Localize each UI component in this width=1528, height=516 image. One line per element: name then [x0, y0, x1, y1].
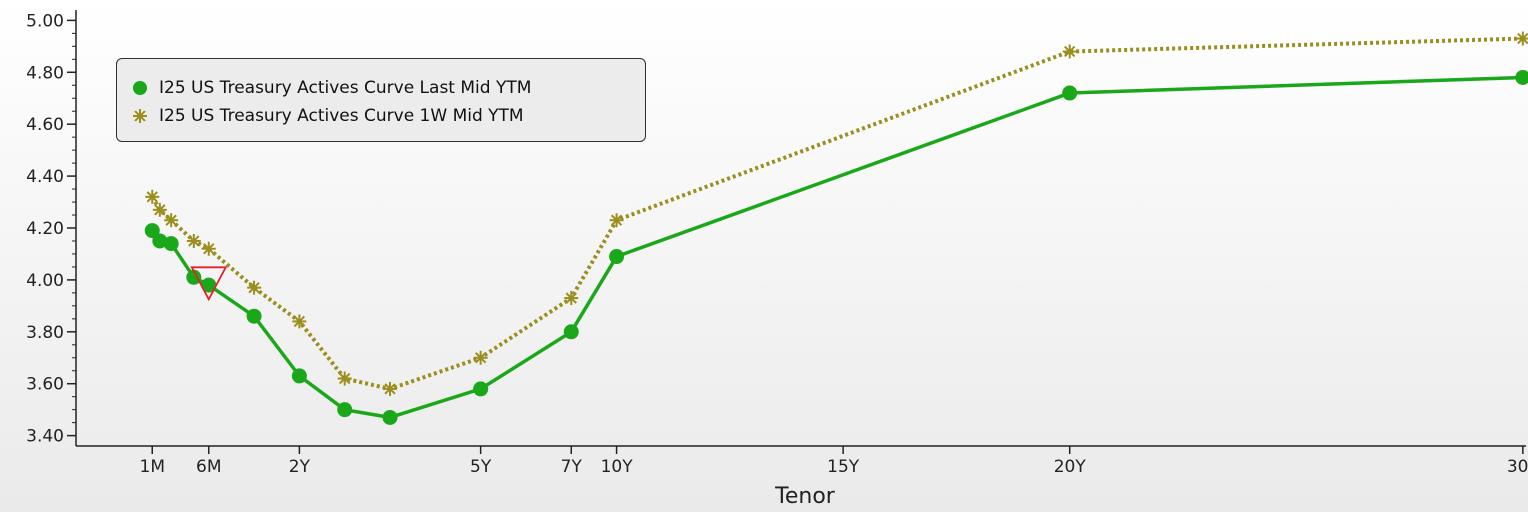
data-point-week [247, 280, 262, 295]
x-tick-label: 7Y [561, 457, 583, 477]
data-point-week [337, 371, 352, 386]
y-tick-label: 3.40 [26, 427, 64, 447]
chart-legend: I25 US Treasury Actives Curve Last Mid Y… [116, 58, 646, 142]
legend-asterisk [133, 109, 147, 123]
y-tick-label: 4.00 [26, 271, 64, 291]
data-point-week [564, 291, 579, 306]
y-tick-label: 5.00 [26, 11, 64, 31]
x-tick-label: 5Y [470, 457, 492, 477]
legend-label-week: I25 US Treasury Actives Curve 1W Mid YTM [159, 106, 524, 126]
data-point-last [609, 249, 625, 265]
data-point-week [145, 189, 160, 204]
x-tick-label: 30Y [1507, 457, 1528, 477]
x-tick-label: 6M [196, 457, 221, 477]
x-tick-label: 1M [140, 457, 165, 477]
data-point-last [337, 402, 353, 418]
x-axis-title: Tenor [775, 484, 835, 509]
legend-label-last: I25 US Treasury Actives Curve Last Mid Y… [159, 78, 532, 98]
series-layer [144, 31, 1528, 425]
x-tick-label: 2Y [289, 457, 311, 477]
data-point-last [163, 236, 179, 252]
y-tick-label: 3.80 [26, 323, 64, 343]
data-point-week [1515, 31, 1528, 46]
legend-entry-last: I25 US Treasury Actives Curve Last Mid Y… [131, 75, 531, 101]
data-point-last [246, 308, 262, 324]
data-point-week [201, 241, 216, 256]
y-tick-label: 4.40 [26, 167, 64, 187]
data-point-week [609, 213, 624, 228]
data-point-week [164, 213, 179, 228]
y-tick-label: 4.60 [26, 115, 64, 135]
y-tick-label: 3.60 [26, 375, 64, 395]
data-point-last [563, 324, 579, 340]
data-point-last [186, 269, 202, 285]
x-tick-label: 10Y [601, 457, 634, 477]
data-point-last [152, 233, 168, 249]
data-point-last [382, 409, 398, 425]
data-point-week [383, 381, 398, 396]
data-point-last [201, 277, 217, 293]
data-point-last [144, 223, 160, 239]
x-axis: 1M 6M 2Y 5Y 7Y 10Y 15Y 20Y 30Y [76, 445, 1528, 477]
data-point-week [1062, 44, 1077, 59]
data-point-week [292, 314, 307, 329]
y-axis: 5.00 4.80 4.60 4.40 4.20 4.00 3.80 3.60 3.40 [26, 10, 77, 447]
y-tick-label: 4.20 [26, 219, 64, 239]
y-tick-label: 4.80 [26, 63, 64, 83]
annotation-triangle [190, 266, 228, 302]
legend-entry-week: I25 US Treasury Actives Curve 1W Mid YTM [131, 103, 524, 129]
annotation-layer [190, 266, 228, 302]
data-point-last [473, 381, 489, 397]
x-tick-label: 15Y [827, 457, 860, 477]
data-point-week [473, 350, 488, 365]
data-point-last [1515, 69, 1528, 85]
x-tick-label: 20Y [1054, 457, 1087, 477]
filled-circle-marker-icon [131, 79, 149, 97]
data-point-week [152, 202, 167, 217]
data-point-week [186, 233, 201, 248]
asterisk-marker-icon [131, 107, 149, 125]
data-point-last [291, 368, 307, 384]
series-line-week [150, 36, 1523, 391]
data-point-last [1062, 85, 1078, 101]
